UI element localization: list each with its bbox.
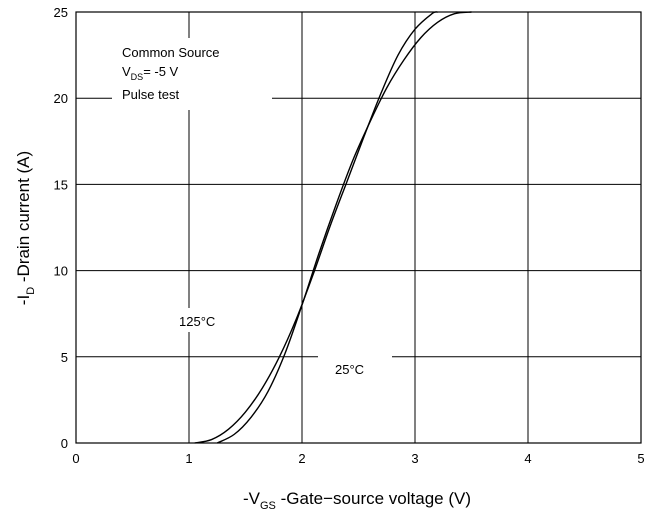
conditions-line1: Common Source — [122, 45, 220, 60]
x-axis-label: -VGS -Gate−source voltage (V) — [243, 489, 471, 512]
x-tick-label: 4 — [524, 451, 531, 466]
series-label-25c: 25°C — [335, 362, 364, 377]
conditions-box — [112, 38, 272, 110]
conditions-line2: VDS= -5 V — [122, 64, 179, 82]
x-tick-label: 0 — [72, 451, 79, 466]
x-tick-label: 2 — [298, 451, 305, 466]
y-tick-label: 25 — [54, 5, 68, 20]
plot-frame — [75, 11, 642, 444]
y-tick-label: 10 — [54, 264, 68, 279]
y-tick-labels: 0 5 10 15 20 25 — [54, 5, 68, 451]
series-label-125c: 125°C — [179, 314, 215, 329]
y-tick-label: 0 — [61, 436, 68, 451]
series-line-125c — [194, 11, 438, 444]
x-tick-label: 1 — [185, 451, 192, 466]
x-tick-labels: 0 1 2 3 4 5 — [72, 451, 644, 466]
y-tick-label: 15 — [54, 177, 68, 192]
series-line-25c — [216, 11, 472, 444]
y-axis-label: -ID -Drain current (A) — [14, 151, 37, 305]
x-tick-label: 5 — [637, 451, 644, 466]
label-25c-bg — [318, 356, 392, 382]
x-tick-label: 3 — [411, 451, 418, 466]
y-tick-label: 5 — [61, 350, 68, 365]
label-125c-bg — [172, 308, 234, 332]
y-tick-label: 20 — [54, 91, 68, 106]
series-group — [194, 11, 472, 444]
conditions-line3: Pulse test — [122, 87, 179, 102]
